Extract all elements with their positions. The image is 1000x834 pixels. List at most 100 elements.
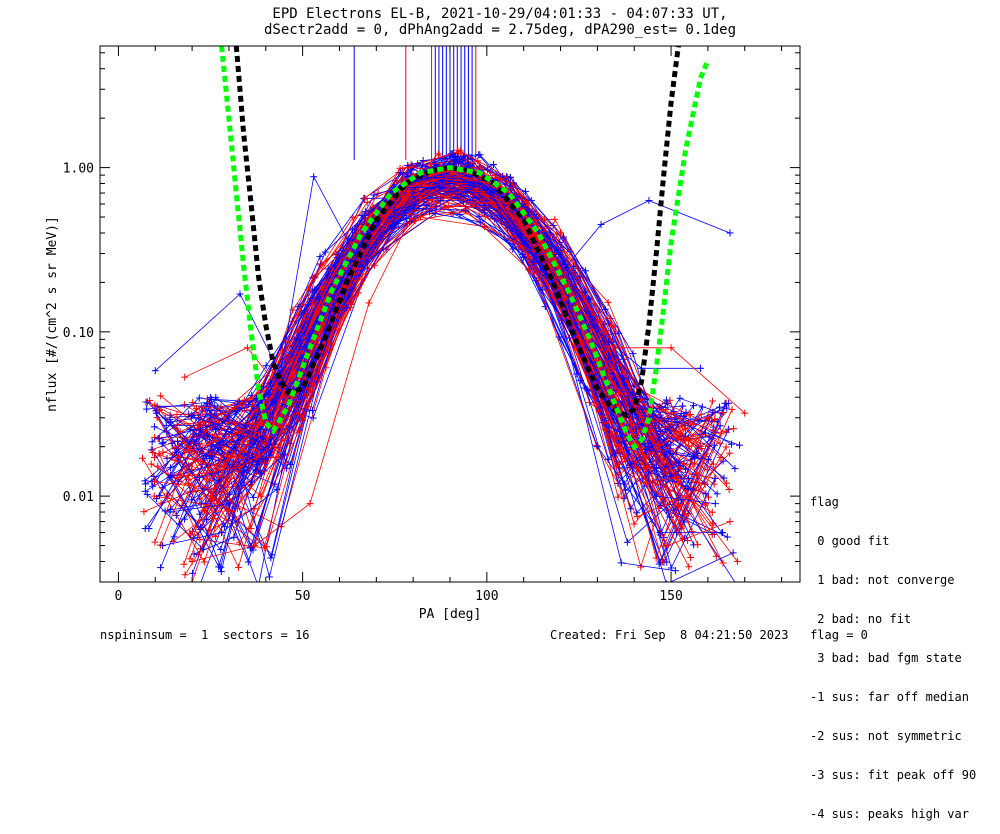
trace-point — [151, 401, 159, 409]
trace-line — [197, 170, 708, 536]
trace-point — [147, 460, 155, 468]
trace-point — [735, 441, 743, 449]
y-tick-label: 0.10 — [63, 326, 94, 341]
trace-point — [247, 524, 255, 532]
trace-point — [710, 480, 718, 488]
trace-point — [180, 560, 188, 568]
trace-point — [245, 401, 253, 409]
trace-point — [721, 399, 729, 407]
legend-entry: 0 good fit — [810, 534, 890, 548]
y-tick-label: 1.00 — [63, 162, 94, 177]
x-axis-label: PA [deg] — [419, 607, 482, 622]
x-tick-label: 100 — [475, 589, 498, 604]
trace-point — [141, 477, 149, 485]
trace-point — [711, 475, 719, 483]
trace-point — [705, 433, 713, 441]
trace-point — [181, 571, 189, 579]
trace-point — [166, 464, 174, 472]
series-trace-point — [218, 529, 226, 537]
trace-point — [212, 533, 220, 541]
trace-point — [694, 541, 702, 549]
trace-point — [139, 454, 147, 462]
trace-point — [236, 539, 244, 547]
trace-point — [551, 215, 559, 223]
series-trace-point — [733, 557, 741, 565]
trace-point — [187, 585, 194, 592]
trace-point — [141, 487, 149, 495]
trace-point — [434, 150, 442, 158]
trace-point — [173, 410, 181, 418]
trace-point — [728, 405, 736, 413]
trace-point — [140, 508, 148, 516]
series-trace-point — [365, 299, 373, 307]
trace-point — [604, 298, 612, 306]
trace-point — [717, 430, 725, 438]
trace-point — [255, 583, 262, 590]
trace-point — [240, 396, 248, 404]
trace-point — [249, 493, 257, 501]
trace-point — [195, 394, 203, 402]
trace-point — [503, 172, 511, 180]
trace-point — [710, 441, 718, 449]
trace-point — [217, 546, 225, 554]
footer-created: Created: Fri Sep 8 04:21:50 2023 flag = … — [550, 628, 868, 642]
chart-title: EPD Electrons EL-B, 2021-10-29/04:01:33 … — [272, 6, 728, 22]
legend-title: flag — [810, 495, 839, 509]
trace-point — [665, 580, 667, 582]
series-trace-point — [726, 518, 734, 526]
trace-point — [189, 398, 197, 406]
trace-point — [145, 524, 153, 532]
trace-point — [670, 408, 678, 416]
footer-sector-info: nspininsum = 1 sectors = 16 — [100, 628, 310, 642]
y-axis-label: nflux [#/(cm^2 s sr MeV)] — [45, 216, 60, 412]
trace-line — [200, 156, 715, 535]
trace-point — [708, 508, 716, 516]
trace-point — [722, 479, 730, 487]
trace-point — [230, 533, 238, 541]
trace-point — [192, 593, 199, 600]
series-trace-point — [310, 173, 318, 181]
trace-point — [730, 425, 738, 433]
trace-point — [143, 405, 151, 413]
trace-point — [309, 414, 317, 422]
trace-point — [363, 199, 371, 207]
legend-entry: 1 bad: not converge — [810, 573, 955, 587]
trace-point — [283, 464, 291, 472]
trace-point — [143, 398, 151, 406]
trace-point — [398, 176, 406, 184]
flag-legend: flag 0 good fit 1 bad: not converge 2 ba… — [810, 470, 976, 834]
trace-point — [161, 507, 169, 515]
trace-point — [244, 558, 252, 566]
legend-entry: -2 sus: not symmetric — [810, 729, 962, 743]
series-trace-point — [181, 373, 189, 381]
trace-point — [709, 397, 717, 405]
trace-point — [193, 404, 201, 412]
trace-point — [148, 438, 156, 446]
y-tick-label: 0.01 — [63, 490, 94, 505]
trace-point — [659, 558, 667, 566]
plot-area: 0 50 100 150 0.01 0.10 1.00 PA [deg] nflux [#/(c… — [45, 45, 801, 622]
trace-point — [200, 558, 208, 566]
legend-entry: -1 sus: far off median — [810, 690, 969, 704]
trace-point — [150, 423, 158, 431]
trace-point — [627, 505, 635, 513]
trace-point — [460, 152, 468, 160]
trace-point — [623, 538, 631, 546]
trace-point — [676, 394, 684, 402]
trace-point — [633, 513, 641, 521]
trace-point — [267, 554, 275, 562]
trace-point — [713, 490, 721, 498]
trace-point — [679, 402, 687, 410]
trace-point — [660, 558, 668, 566]
x-tick-label: 150 — [659, 589, 682, 604]
x-tick-label: 50 — [295, 589, 311, 604]
trace-point — [235, 563, 243, 571]
trace-point — [158, 440, 166, 448]
trace-point — [722, 443, 730, 451]
trace-point — [701, 480, 709, 488]
trace-point — [263, 543, 271, 551]
series-trace-point — [711, 500, 719, 508]
series-trace-line — [177, 176, 738, 562]
trace-point — [731, 465, 739, 473]
trace-point — [159, 439, 167, 447]
